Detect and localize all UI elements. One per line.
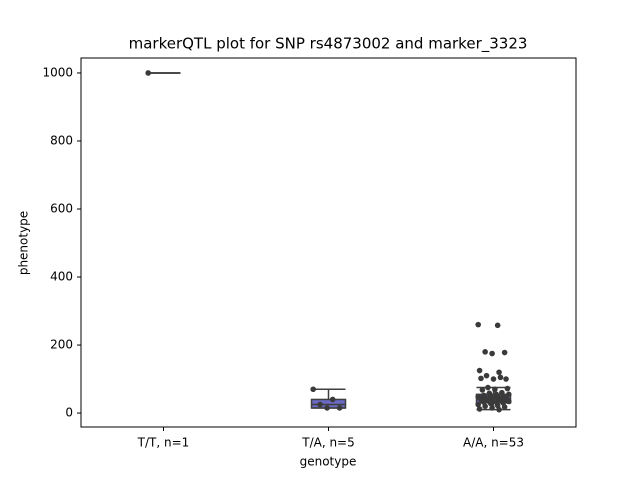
data-point	[476, 367, 483, 374]
data-point	[475, 401, 482, 408]
data-point	[489, 350, 495, 357]
data-point	[487, 400, 494, 407]
data-point	[310, 386, 317, 393]
data-point	[497, 374, 504, 381]
data-point	[489, 405, 495, 411]
y-tick-label: 400	[50, 270, 73, 284]
chart-title: markerQTL plot for SNP rs4873002 and mar…	[129, 35, 528, 54]
y-tick-label: 1000	[42, 65, 73, 79]
data-point	[324, 405, 330, 411]
x-tick-label: A/A, n=53	[463, 436, 524, 450]
data-point	[479, 387, 486, 393]
data-point	[496, 406, 502, 413]
data-point	[317, 401, 323, 408]
y-tick-label: 800	[50, 133, 73, 147]
data-point	[145, 70, 151, 76]
data-point	[475, 321, 482, 328]
y-tick-label: 600	[50, 202, 73, 216]
data-point	[490, 376, 497, 382]
data-point	[492, 386, 498, 393]
x-tick-label: T/T, n=1	[137, 436, 190, 450]
data-point	[501, 404, 508, 410]
data-point	[504, 385, 511, 392]
data-point	[482, 403, 488, 410]
y-axis-label: phenotype	[17, 211, 31, 275]
data-point	[501, 349, 508, 356]
data-point	[506, 398, 512, 405]
data-point	[483, 372, 490, 379]
plot-frame	[80, 57, 577, 428]
data-point	[496, 369, 502, 376]
data-point	[478, 375, 484, 382]
data-point	[329, 396, 336, 403]
x-tick-label: T/A, n=5	[301, 436, 355, 450]
x-axis-label: genotype	[300, 455, 357, 469]
data-point	[476, 406, 483, 412]
y-tick-label: 200	[50, 338, 73, 352]
data-point	[506, 391, 512, 398]
y-tick-label: 0	[65, 406, 73, 420]
data-point	[494, 322, 501, 329]
data-point	[336, 405, 343, 411]
data-point	[485, 384, 491, 391]
data-point	[482, 349, 488, 355]
data-point	[503, 376, 509, 382]
